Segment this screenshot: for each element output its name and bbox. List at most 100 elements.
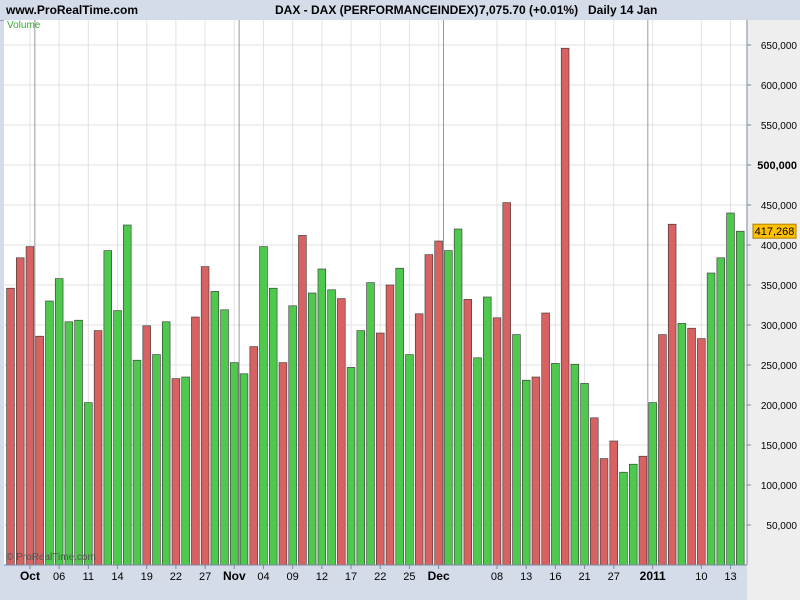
volume-bar[interactable]	[152, 354, 161, 566]
site-name[interactable]: www.ProRealTime.com	[6, 3, 139, 17]
volume-bar[interactable]	[142, 325, 151, 566]
volume-bar[interactable]	[346, 367, 356, 566]
volume-bar[interactable]	[667, 223, 677, 566]
volume-bar[interactable]	[502, 202, 511, 566]
volume-bar[interactable]	[307, 292, 317, 566]
volume-bar[interactable]	[191, 316, 200, 566]
volume-bar[interactable]	[239, 373, 249, 566]
volume-bar[interactable]	[16, 257, 25, 566]
volume-bar[interactable]	[434, 240, 443, 566]
volume-bar[interactable]	[200, 266, 210, 566]
volume-bar[interactable]	[298, 235, 307, 566]
volume-bar[interactable]	[551, 363, 560, 566]
volume-bar[interactable]	[590, 417, 599, 566]
period-label: Daily 14 Jan	[588, 3, 658, 17]
volume-bar[interactable]	[395, 267, 404, 566]
x-tick-label: 16	[549, 571, 561, 583]
price-change: 7,075.70 (+0.01%)	[479, 3, 579, 17]
volume-bar[interactable]	[570, 363, 580, 566]
volume-bar[interactable]	[483, 296, 492, 566]
volume-bar[interactable]	[560, 47, 570, 566]
volume-bar[interactable]	[424, 254, 434, 566]
volume-bar[interactable]	[123, 224, 132, 566]
y-tick-label: 300,000	[761, 321, 798, 332]
volume-bar[interactable]	[366, 282, 375, 566]
y-tick-label: 100,000	[761, 481, 798, 492]
volume-bar[interactable]	[697, 338, 706, 566]
volume-bar[interactable]	[93, 330, 103, 566]
volume-bar[interactable]	[54, 278, 64, 566]
volume-bar[interactable]	[249, 346, 258, 566]
volume-bar[interactable]	[132, 359, 142, 566]
volume-bar[interactable]	[453, 228, 463, 566]
volume-bar[interactable]	[288, 305, 297, 566]
y-axis-background	[747, 20, 800, 600]
volume-bar[interactable]	[609, 440, 618, 566]
volume-bar[interactable]	[716, 257, 725, 566]
volume-bar[interactable]	[473, 357, 482, 566]
month-separators	[34, 20, 649, 565]
volume-bar[interactable]	[269, 287, 278, 566]
volume-bar[interactable]	[512, 334, 521, 566]
volume-bar[interactable]	[317, 268, 327, 566]
y-tick-label: 550,000	[761, 121, 798, 132]
panel-label: Volume	[7, 20, 41, 31]
volume-bar[interactable]	[103, 250, 113, 566]
volume-bar[interactable]	[599, 458, 609, 566]
volume-bar[interactable]	[25, 246, 35, 566]
volume-bar[interactable]	[356, 330, 365, 566]
instrument-name: DAX - DAX (PERFORMANCEINDEX)	[275, 3, 479, 17]
volume-bar[interactable]	[629, 463, 638, 566]
volume-bar[interactable]	[337, 298, 346, 566]
volume-bar[interactable]	[658, 334, 667, 566]
volume-bar[interactable]	[64, 321, 74, 566]
volume-bar[interactable]	[619, 471, 628, 566]
volume-bar[interactable]	[220, 309, 229, 566]
volume-bar[interactable]	[521, 379, 531, 566]
volume-bar[interactable]	[278, 362, 288, 566]
volume-bar[interactable]	[648, 402, 657, 566]
volume-bar[interactable]	[113, 310, 122, 566]
volume-bar[interactable]	[677, 323, 687, 566]
chart-header: www.ProRealTime.com DAX - DAX (PERFORMAN…	[0, 0, 800, 21]
volume-bar[interactable]	[6, 287, 15, 566]
volume-bar[interactable]	[35, 335, 44, 566]
volume-bar[interactable]	[736, 230, 745, 566]
volume-bar[interactable]	[541, 312, 550, 566]
volume-bar[interactable]	[171, 378, 181, 566]
volume-bar[interactable]	[210, 291, 220, 566]
x-tick-label: 14	[111, 571, 123, 583]
x-tick-label: Oct	[20, 569, 40, 583]
volume-bar[interactable]	[706, 272, 716, 566]
volume-bar[interactable]	[531, 376, 541, 566]
x-axis-ticks: Oct 06 11 14 19 22 27 Nov 04 09 12 17 22 25 Dec 08 13 16 2…	[20, 565, 737, 583]
y-tick-label: 350,000	[761, 281, 798, 292]
volume-bar[interactable]	[638, 455, 648, 566]
x-tick-label: 27	[199, 571, 211, 583]
volume-bar[interactable]	[492, 317, 502, 566]
volume-bar[interactable]	[444, 250, 453, 566]
y-tick-label: 150,000	[761, 441, 798, 452]
y-tick-label: 500,000	[757, 160, 797, 172]
x-tick-label: 19	[141, 571, 153, 583]
volume-bar[interactable]	[181, 376, 190, 566]
volume-bar[interactable]	[327, 289, 336, 566]
y-tick-label: 50,000	[766, 521, 797, 532]
volume-bar[interactable]	[376, 332, 385, 566]
volume-bar[interactable]	[84, 402, 93, 566]
x-tick-label: 04	[257, 571, 269, 583]
volume-bar[interactable]	[405, 354, 414, 566]
volume-bar[interactable]	[161, 321, 171, 566]
volume-bar[interactable]	[259, 246, 268, 566]
volume-bar[interactable]	[230, 362, 239, 566]
volume-bar[interactable]	[45, 300, 54, 566]
volume-bar[interactable]	[687, 327, 696, 566]
volume-bar[interactable]	[385, 284, 395, 566]
volume-bar[interactable]	[414, 313, 424, 566]
volume-bar[interactable]	[463, 299, 473, 566]
volume-bar[interactable]	[726, 212, 735, 566]
volume-bar[interactable]	[580, 383, 589, 566]
volume-bar[interactable]	[74, 319, 83, 566]
x-tick-label: 25	[403, 571, 415, 583]
